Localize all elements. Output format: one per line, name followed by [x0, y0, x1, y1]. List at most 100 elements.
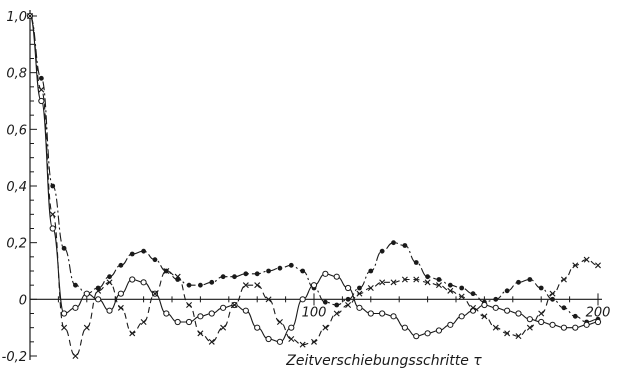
data-point: [345, 296, 351, 302]
data-point: [117, 290, 124, 297]
data-point: [492, 304, 499, 311]
data-point: [390, 313, 397, 320]
data-point: [38, 86, 45, 93]
data-point: [516, 279, 521, 285]
data-point: [447, 282, 453, 288]
data-point: [527, 277, 533, 282]
data-point: [526, 316, 533, 323]
data-point: [572, 262, 579, 269]
data-point: [276, 338, 284, 345]
data-point: [357, 285, 362, 291]
y-tick-label: 0,6: [6, 123, 27, 138]
data-point: [208, 338, 215, 345]
data-point: [254, 271, 260, 277]
series-filled-circle: [27, 13, 601, 325]
data-point: [458, 293, 465, 300]
data-point: [481, 313, 488, 320]
data-point: [185, 318, 193, 326]
data-point: [129, 251, 135, 257]
data-point: [174, 318, 181, 326]
data-point: [572, 313, 578, 319]
data-point: [197, 313, 204, 320]
y-tick-label: 0,8: [6, 67, 27, 82]
x-tick-label: 200: [586, 305, 611, 320]
data-point: [61, 324, 68, 331]
data-point: [72, 304, 79, 311]
data-point: [174, 273, 181, 280]
data-point: [356, 304, 363, 311]
data-point: [310, 282, 318, 289]
data-point: [129, 330, 136, 337]
data-point: [561, 305, 567, 311]
data-point: [299, 296, 306, 303]
data-point: [549, 290, 556, 297]
data-point: [504, 288, 510, 294]
data-point: [288, 262, 294, 268]
data-point: [413, 260, 419, 265]
data-point: [572, 324, 579, 331]
data-point: [526, 324, 533, 331]
data-point: [49, 211, 56, 218]
data-point: [254, 282, 261, 289]
data-point: [538, 318, 545, 326]
data-point: [129, 276, 136, 283]
data-point: [583, 256, 590, 263]
data-point: [401, 276, 408, 283]
data-point: [220, 324, 227, 331]
data-point: [435, 327, 443, 334]
data-point: [311, 338, 317, 345]
data-point: [435, 282, 442, 289]
series-cross: [27, 13, 601, 359]
data-point: [106, 279, 113, 286]
data-point: [117, 304, 124, 311]
data-point: [470, 291, 476, 297]
data-point: [163, 310, 170, 317]
data-point: [424, 330, 431, 337]
data-point: [504, 307, 511, 314]
data-point: [367, 285, 374, 291]
data-point: [595, 262, 601, 269]
data-point: [208, 310, 215, 317]
data-point: [276, 319, 283, 325]
data-point: [492, 324, 499, 331]
data-point: [242, 307, 249, 314]
y-tick-label: 0,2: [6, 237, 27, 252]
data-point: [231, 302, 238, 308]
data-point: [107, 274, 112, 280]
data-point: [367, 310, 374, 317]
data-point: [549, 321, 556, 328]
data-point: [458, 313, 465, 320]
data-point: [300, 268, 306, 274]
data-point: [152, 257, 158, 263]
data-point: [379, 279, 386, 286]
data-point: [232, 274, 237, 280]
data-point: [413, 276, 420, 283]
data-point: [504, 330, 511, 337]
data-point: [254, 324, 261, 331]
data-point: [322, 270, 329, 277]
data-point: [243, 271, 249, 277]
data-point: [95, 296, 102, 303]
series-line: [29, 15, 599, 343]
data-point: [163, 268, 170, 274]
data-point: [390, 279, 397, 286]
data-point: [470, 304, 477, 311]
data-point: [151, 290, 158, 297]
data-point: [220, 304, 227, 311]
data-point: [447, 321, 454, 328]
data-point: [265, 296, 272, 303]
data-point: [594, 318, 602, 326]
data-point: [425, 274, 430, 280]
data-point: [73, 282, 78, 288]
data-point: [60, 310, 68, 317]
series-line: [29, 15, 599, 323]
data-point: [334, 302, 340, 308]
data-point: [277, 265, 283, 271]
data-point: [493, 296, 499, 302]
data-point: [220, 274, 226, 280]
data-point: [379, 248, 385, 254]
data-point: [413, 333, 420, 340]
series-line: [29, 15, 599, 357]
data-point: [368, 268, 374, 274]
